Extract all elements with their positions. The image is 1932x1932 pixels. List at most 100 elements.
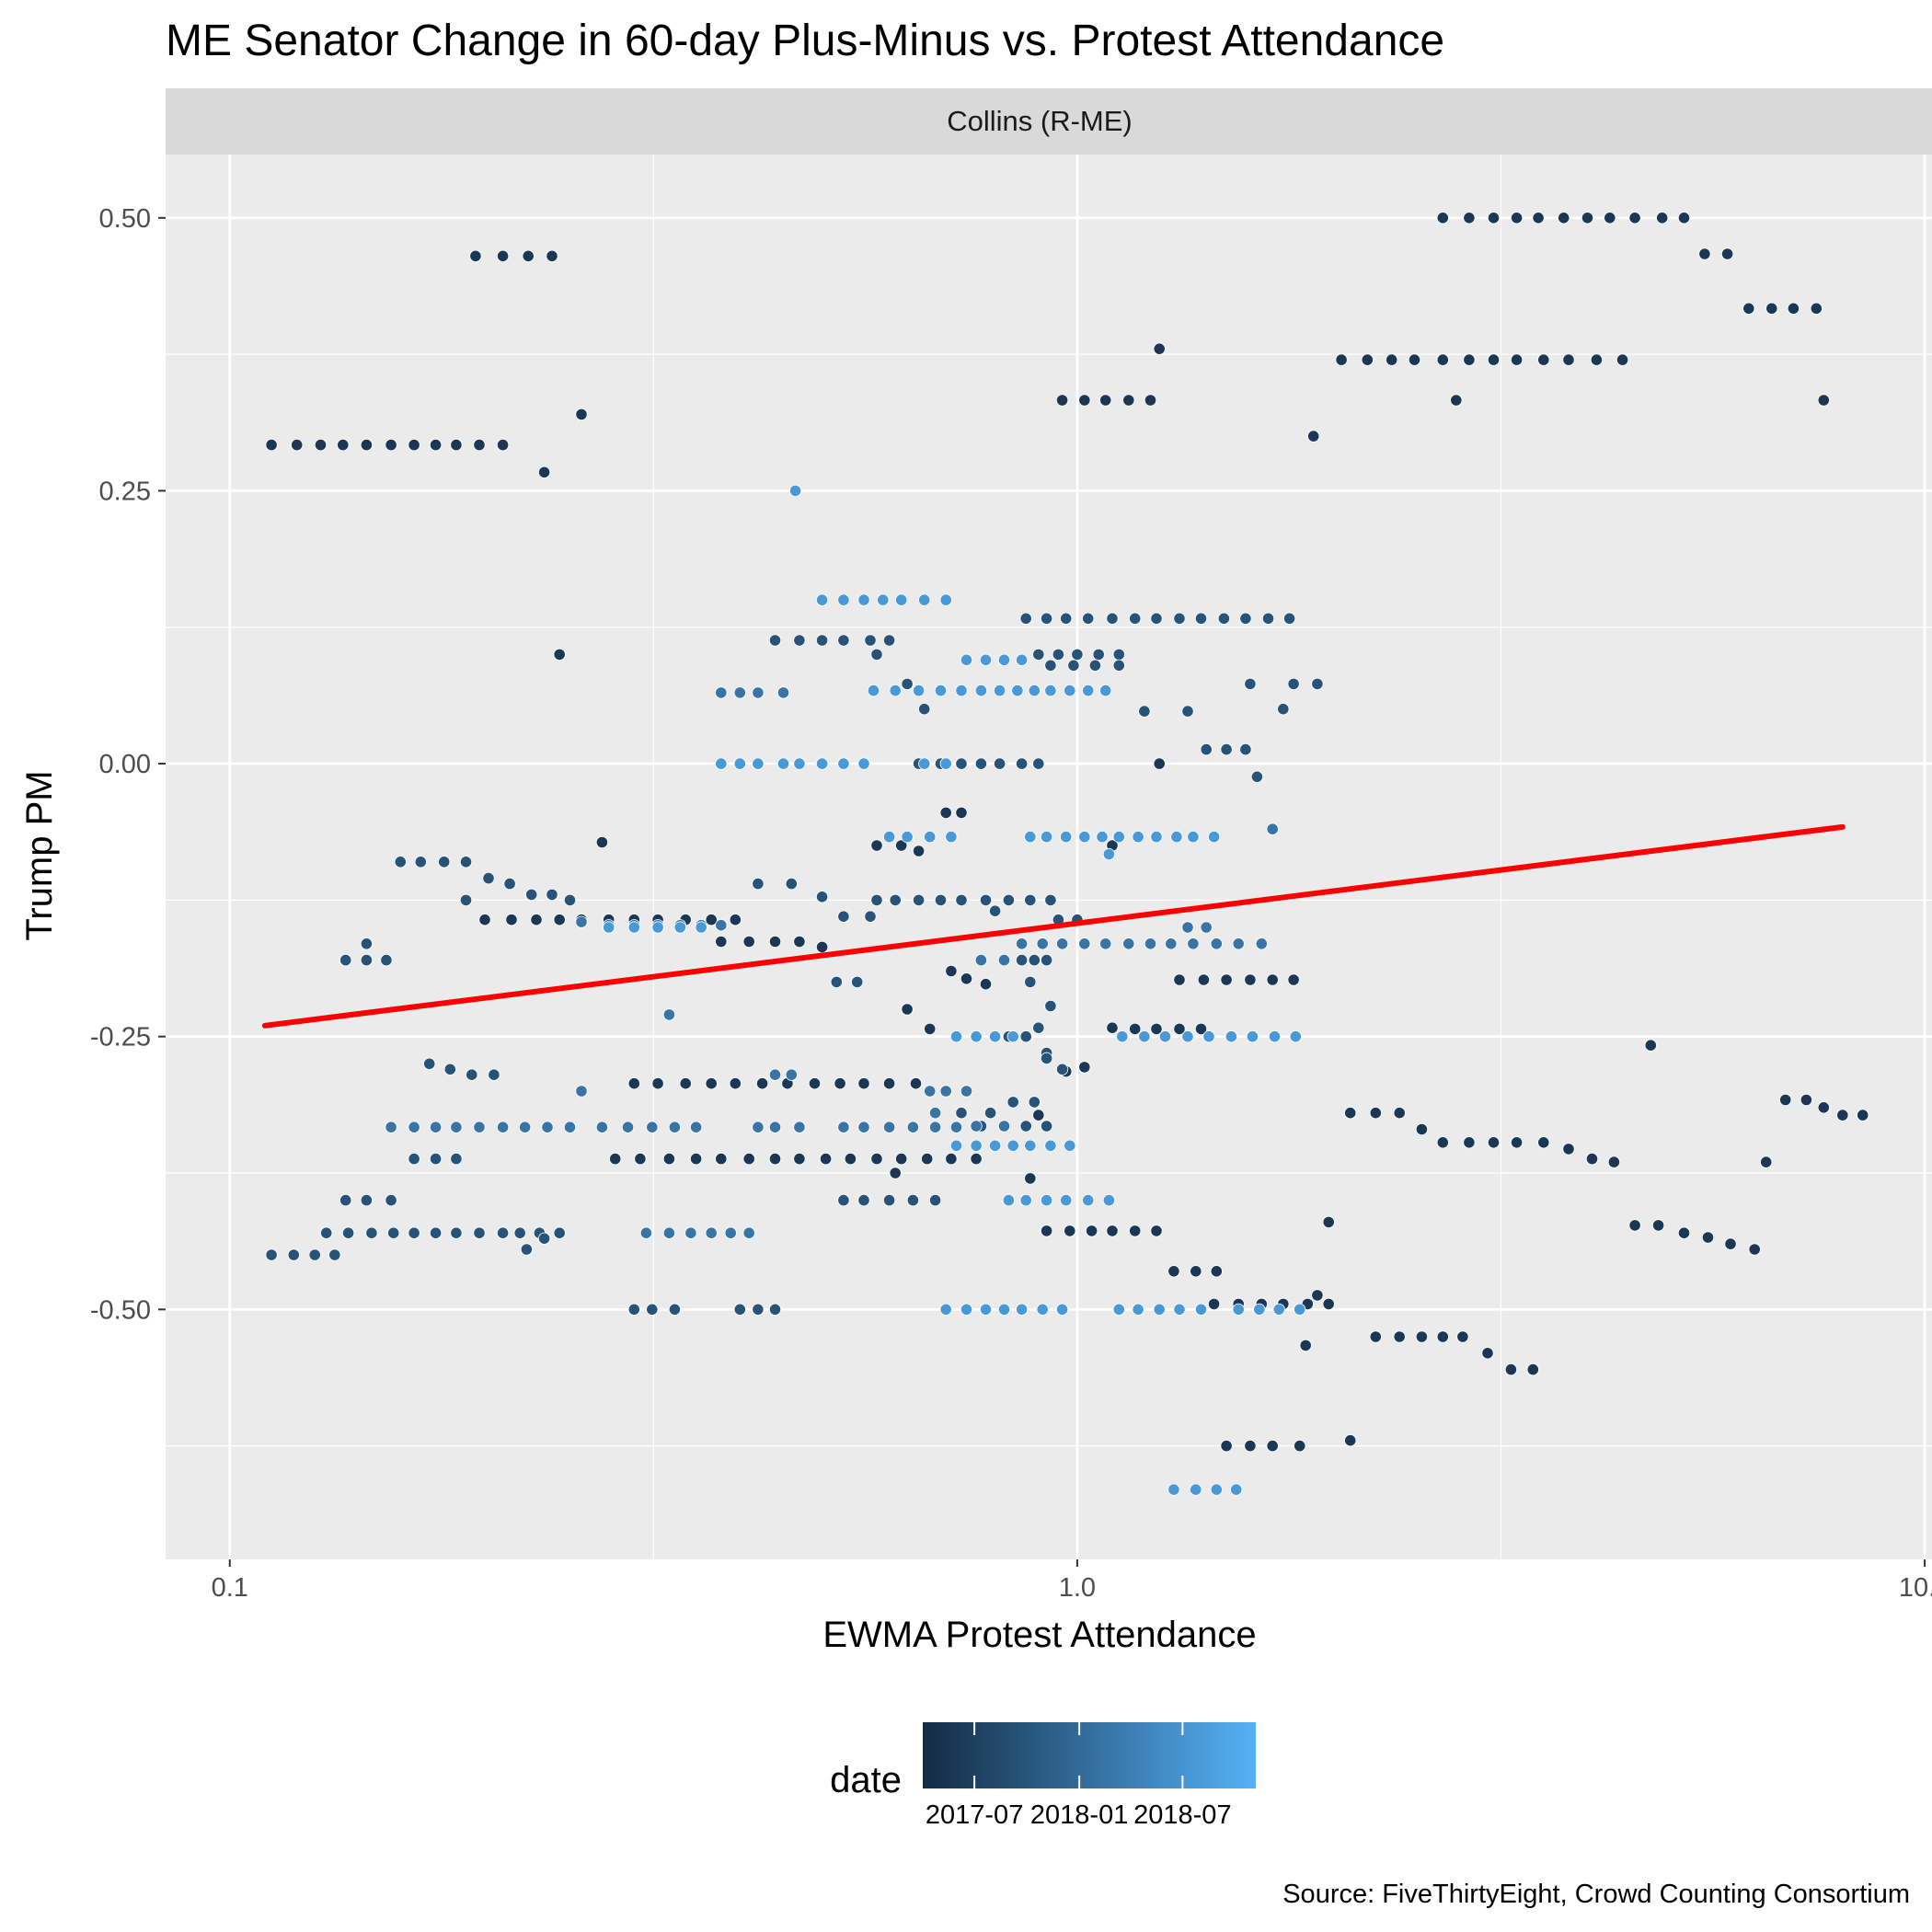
data-point xyxy=(939,806,952,820)
data-point xyxy=(1056,1303,1069,1316)
data-point xyxy=(265,438,278,452)
data-point xyxy=(1158,1030,1172,1043)
data-point xyxy=(837,1121,850,1133)
data-point xyxy=(1748,1243,1761,1256)
data-point xyxy=(1099,937,1112,950)
data-point xyxy=(1266,973,1279,986)
data-point xyxy=(1415,1122,1429,1136)
data-point xyxy=(459,856,473,868)
data-point xyxy=(651,1077,664,1090)
data-point xyxy=(742,1153,755,1166)
data-point xyxy=(1153,757,1166,770)
data-point xyxy=(1060,1194,1073,1207)
data-point xyxy=(867,684,880,697)
data-point xyxy=(1261,612,1275,625)
data-point xyxy=(1487,212,1501,224)
y-tick-label: 0.00 xyxy=(99,750,151,779)
data-point xyxy=(742,935,755,949)
data-point xyxy=(889,893,902,907)
data-point xyxy=(870,1153,883,1166)
data-point xyxy=(1150,612,1163,625)
data-point xyxy=(768,1068,782,1081)
data-point xyxy=(537,466,551,478)
data-point xyxy=(450,438,463,452)
data-point xyxy=(1299,1339,1312,1352)
data-point xyxy=(1450,394,1463,407)
data-point xyxy=(979,1303,993,1316)
data-point xyxy=(469,249,482,262)
data-point xyxy=(882,1121,896,1133)
data-point xyxy=(1436,1136,1449,1149)
data-point xyxy=(788,484,802,498)
data-point xyxy=(1078,830,1091,844)
data-point xyxy=(1150,1225,1163,1237)
data-point xyxy=(776,757,790,770)
data-point xyxy=(1272,1303,1285,1316)
data-point xyxy=(1283,612,1296,625)
data-point xyxy=(1202,1030,1215,1043)
data-point xyxy=(689,1153,703,1166)
data-point xyxy=(857,1121,870,1133)
data-point xyxy=(912,845,926,857)
data-point xyxy=(1181,1030,1194,1043)
data-point xyxy=(1150,830,1163,844)
data-point xyxy=(473,1226,486,1239)
data-point xyxy=(513,1226,526,1239)
data-point xyxy=(752,757,765,770)
data-point xyxy=(1044,1139,1057,1152)
data-point xyxy=(1138,1030,1151,1043)
data-point xyxy=(1167,1265,1180,1278)
data-point xyxy=(960,653,973,666)
data-point xyxy=(901,677,914,691)
data-point xyxy=(553,1226,566,1239)
x-tick-label: 10.0 xyxy=(1899,1573,1932,1603)
data-point xyxy=(955,806,968,820)
data-point xyxy=(429,1226,443,1239)
data-point xyxy=(1028,684,1041,697)
data-point xyxy=(1194,612,1208,625)
data-point xyxy=(815,757,829,770)
data-point xyxy=(1187,830,1200,844)
data-point xyxy=(1060,830,1073,844)
data-point xyxy=(1590,353,1604,366)
data-point xyxy=(895,1153,908,1166)
data-point xyxy=(1210,1483,1223,1496)
data-point xyxy=(1016,653,1029,666)
data-point xyxy=(1129,1225,1142,1237)
data-point xyxy=(924,1085,937,1098)
data-point xyxy=(380,954,393,967)
data-point xyxy=(912,684,926,697)
data-point xyxy=(1102,1194,1116,1207)
data-point xyxy=(1041,1120,1053,1133)
data-point xyxy=(1106,1225,1119,1237)
data-point xyxy=(1481,1347,1494,1360)
data-point xyxy=(1335,353,1348,366)
colorbar-tick-label: 2018-07 xyxy=(1133,1800,1231,1830)
data-point xyxy=(945,964,958,978)
data-point xyxy=(603,921,615,934)
data-point xyxy=(1129,612,1142,625)
data-point xyxy=(1456,1330,1469,1343)
data-point xyxy=(287,1248,300,1261)
plot-panel xyxy=(166,155,1932,1559)
data-point xyxy=(1041,830,1053,844)
data-point xyxy=(414,856,427,868)
data-point xyxy=(360,937,373,950)
data-point xyxy=(1253,1303,1266,1316)
data-point xyxy=(473,1121,486,1133)
data-point xyxy=(1112,659,1125,672)
data-point xyxy=(265,1248,278,1261)
data-point xyxy=(1294,1303,1306,1316)
data-point xyxy=(1088,659,1102,672)
data-point xyxy=(662,1008,676,1021)
data-point xyxy=(1436,212,1449,224)
data-point xyxy=(1016,1303,1029,1316)
data-point xyxy=(1024,893,1037,907)
x-axis-title: EWMA Protest Attendance xyxy=(822,1615,1256,1655)
data-point xyxy=(1153,1303,1166,1316)
data-point xyxy=(882,634,896,647)
data-point xyxy=(733,1303,746,1316)
data-point xyxy=(851,975,864,989)
data-point xyxy=(1511,212,1524,224)
data-point xyxy=(921,1153,934,1166)
